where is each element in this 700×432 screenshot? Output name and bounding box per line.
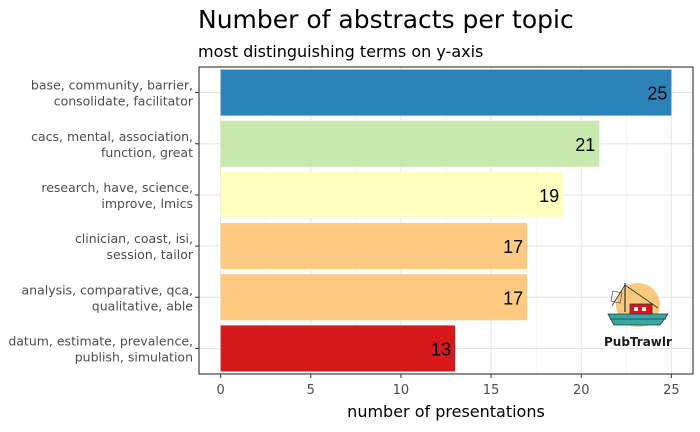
category-label: datum, estimate, prevalence,	[8, 333, 193, 348]
x-tick-label: 25	[663, 383, 680, 398]
category-label: cacs, mental, association,	[31, 129, 193, 144]
category-label: qualitative, able	[92, 298, 193, 313]
data-label: 21	[575, 135, 595, 155]
bar	[220, 325, 456, 372]
bar	[220, 69, 672, 116]
x-axis-title: number of presentations	[347, 402, 545, 421]
bar	[220, 171, 564, 218]
chart-title: Number of abstracts per topic	[198, 5, 574, 34]
plot-area: 25 base, community, barrier,consolidate, …	[8, 66, 694, 421]
pubtrawlr-logo: PubTrawlr	[604, 283, 672, 349]
x-tick-label: 20	[573, 383, 590, 398]
category-label: function, great	[101, 145, 193, 160]
x-tick-label: 15	[483, 383, 500, 398]
category-label: research, have, science,	[41, 180, 193, 195]
plot-border	[198, 66, 694, 375]
x-tick-label: 10	[393, 383, 410, 398]
category-label: analysis, comparative, qca,	[22, 282, 194, 297]
category-label: publish, simulation	[75, 349, 193, 364]
data-label: 17	[503, 237, 523, 257]
x-tick-label: 0	[216, 383, 224, 398]
fishing-boat-icon	[607, 283, 669, 327]
data-label: 19	[539, 186, 559, 206]
category-label: base, community, barrier,	[31, 78, 193, 93]
chart-subtitle: most distinguishing terms on y-axis	[198, 42, 483, 61]
category-label: improve, lmics	[101, 196, 193, 211]
x-tick-label: 5	[307, 383, 315, 398]
bar	[220, 274, 528, 321]
bar	[220, 120, 600, 167]
data-label: 25	[647, 84, 667, 104]
data-label: 17	[503, 288, 523, 308]
category-label: consolidate, facilitator	[54, 94, 194, 109]
data-label: 13	[431, 339, 451, 359]
bar	[220, 223, 528, 270]
logo-text: PubTrawlr	[604, 335, 672, 349]
category-label: clinician, coast, isi,	[75, 231, 193, 246]
category-label: session, tailor	[106, 247, 193, 262]
